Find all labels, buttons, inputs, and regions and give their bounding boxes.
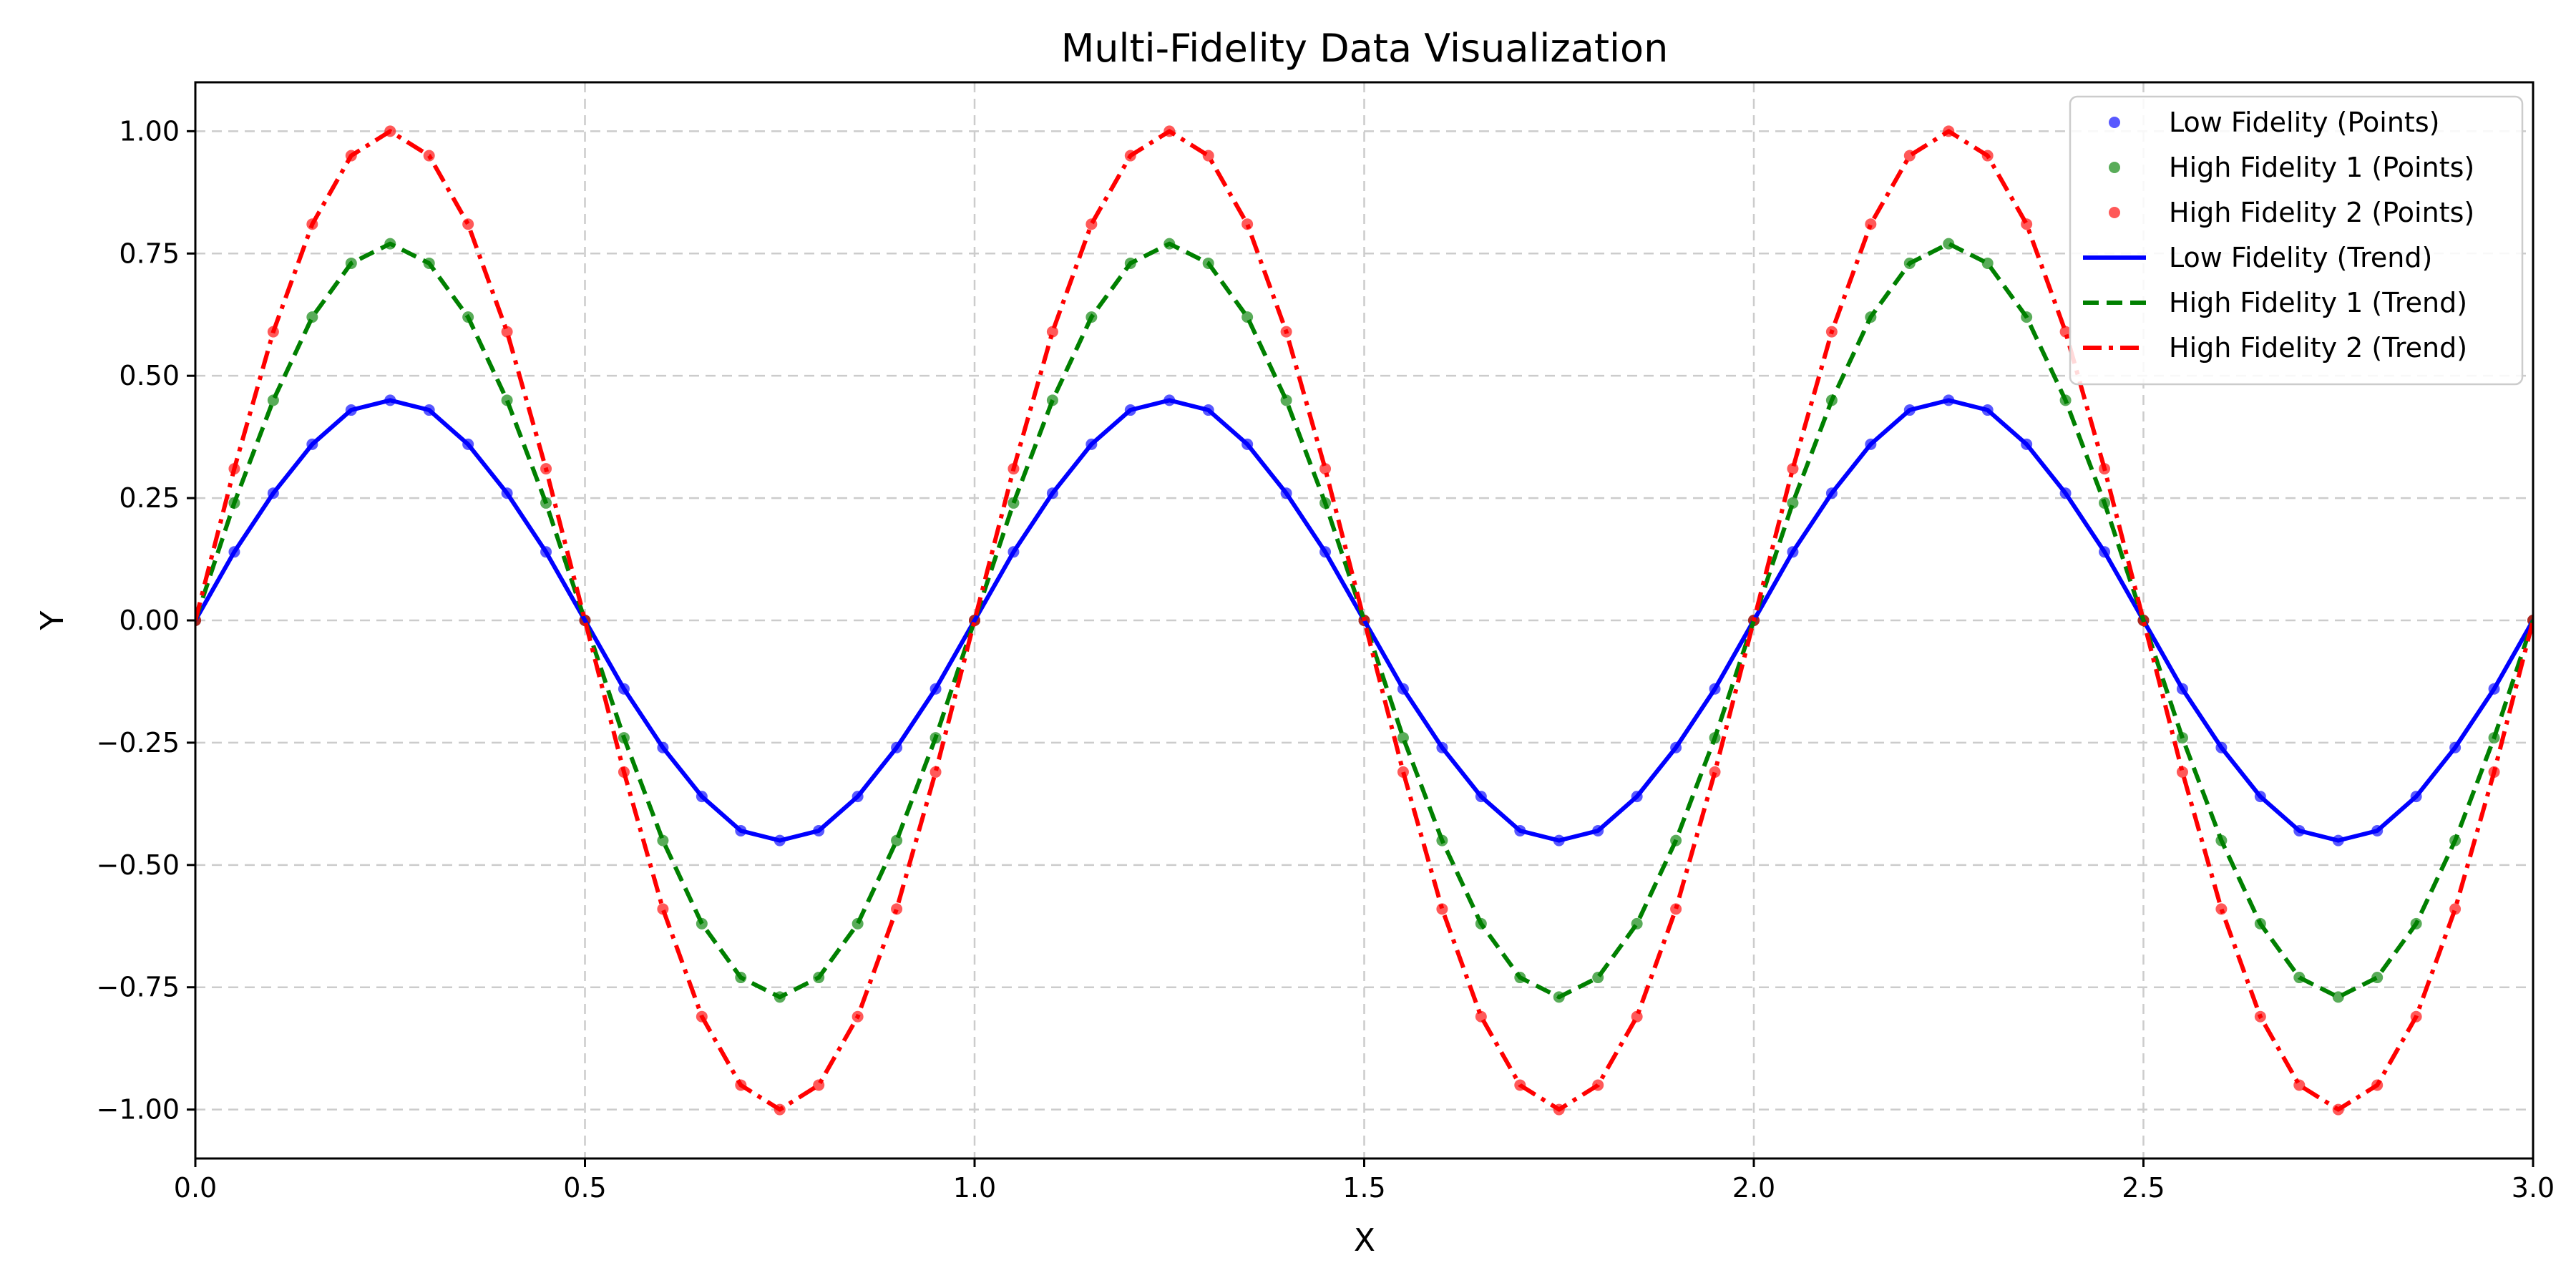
legend: Low Fidelity (Points) High Fidelity 1 (Po… bbox=[2069, 95, 2524, 386]
x-tick-label: 1.0 bbox=[953, 1172, 996, 1204]
y-axis-label: Y bbox=[34, 610, 71, 630]
chart-title: Multi-Fidelity Data Visualization bbox=[1061, 26, 1669, 71]
x-axis-label: X bbox=[1354, 1222, 1375, 1259]
x-tick-label: 2.0 bbox=[1732, 1172, 1775, 1204]
legend-label: High Fidelity 1 (Trend) bbox=[2169, 287, 2467, 318]
legend-item: High Fidelity 2 (Trend) bbox=[2083, 332, 2467, 364]
legend-item: High Fidelity 1 (Trend) bbox=[2083, 287, 2467, 318]
series-layer bbox=[195, 125, 2533, 1116]
x-tick-label: 0.0 bbox=[174, 1172, 217, 1204]
y-tick-label: 1.00 bbox=[119, 115, 180, 147]
y-tick-label: 0.00 bbox=[119, 605, 180, 636]
legend-marker bbox=[2109, 117, 2120, 128]
legend-item: Low Fidelity (Points) bbox=[2109, 107, 2439, 138]
y-tick-label: 0.75 bbox=[119, 238, 180, 269]
y-tick-label: −0.25 bbox=[97, 727, 180, 758]
legend-label: Low Fidelity (Points) bbox=[2169, 107, 2439, 138]
y-tick-label: −1.00 bbox=[97, 1094, 180, 1126]
x-tick-label: 0.5 bbox=[563, 1172, 606, 1204]
trend-line bbox=[195, 129, 2533, 1112]
legend-label: High Fidelity 2 (Trend) bbox=[2169, 332, 2467, 364]
legend-item: High Fidelity 1 (Points) bbox=[2109, 152, 2474, 183]
y-tick-label: 0.25 bbox=[119, 482, 180, 514]
legend-label: High Fidelity 1 (Points) bbox=[2169, 152, 2474, 183]
x-tick-label: 3.0 bbox=[2512, 1172, 2555, 1204]
legend-marker bbox=[2109, 162, 2120, 173]
y-tick-label: 0.50 bbox=[119, 360, 180, 391]
legend-marker bbox=[2109, 207, 2120, 218]
legend-label: Low Fidelity (Trend) bbox=[2169, 242, 2432, 273]
x-tick-label: 2.5 bbox=[2122, 1172, 2165, 1204]
x-tick-label: 1.5 bbox=[1342, 1172, 1385, 1204]
y-tick-label: −0.50 bbox=[97, 849, 180, 881]
y-tick-label: −0.75 bbox=[97, 972, 180, 1003]
legend-item: Low Fidelity (Trend) bbox=[2083, 242, 2432, 273]
legend-box bbox=[2069, 95, 2524, 386]
axis-ticks: 0.0 0.5 1.0 1.5 2.0 2.5 3.0 −1.00 −0.75 −0.50 −0.2… bbox=[97, 115, 2555, 1204]
legend-item: High Fidelity 2 (Points) bbox=[2109, 197, 2474, 228]
legend-label: High Fidelity 2 (Points) bbox=[2169, 197, 2474, 228]
